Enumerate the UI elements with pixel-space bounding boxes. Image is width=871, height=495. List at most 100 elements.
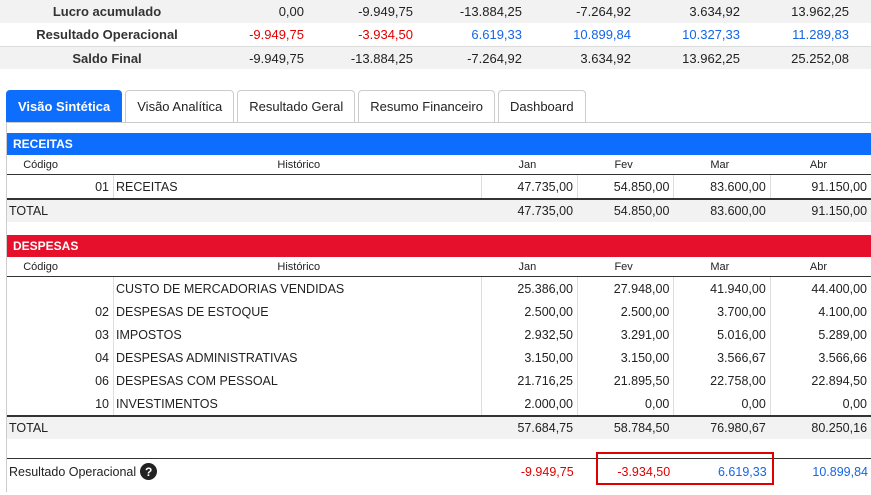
help-icon[interactable]: ?	[140, 463, 158, 480]
row-historico: IMPOSTOS	[112, 323, 481, 346]
col-fev: Fev	[614, 260, 633, 273]
row-value: 3.150,00	[577, 346, 673, 369]
summary-label: Saldo Final	[72, 50, 142, 66]
summary-value: 3.634,92	[689, 4, 740, 19]
row-historico: DESPESAS DE ESTOQUE	[112, 300, 481, 323]
row-codigo: 02	[95, 304, 109, 319]
highlight-box	[596, 452, 774, 485]
total-value: 83.600,00	[710, 204, 766, 218]
col-historico: Histórico	[277, 158, 321, 171]
summary-value: -9.949,75	[249, 50, 304, 66]
tab-resultado-geral[interactable]: Resultado Geral	[237, 90, 356, 122]
tab-resumo-financeiro[interactable]: Resumo Financeiro	[358, 90, 495, 122]
despesas-total-row: TOTAL 57.684,75 58.784,50 76.980,67 80.2…	[7, 415, 871, 439]
col-historico: Histórico	[277, 260, 321, 273]
row-value: 3.566,67	[673, 346, 769, 369]
total-label: TOTAL	[9, 421, 49, 435]
resultado-value: 6.619,33	[717, 464, 767, 479]
row-value: 2.500,00	[480, 300, 577, 323]
resultado-label-wrap: Resultado Operacional ?	[7, 463, 481, 480]
receitas-column-header: Código Histórico Jan Fev Mar Abr	[7, 155, 871, 175]
col-abr: Abr	[809, 260, 828, 273]
summary-row-resultado: Resultado Operacional -9.949,75 -3.934,5…	[0, 23, 871, 46]
resultado-label: Resultado Operacional	[9, 464, 137, 479]
summary-value: 0,00	[278, 4, 304, 19]
row-codigo: 04	[95, 350, 109, 365]
total-value: 58.784,50	[613, 421, 670, 435]
summary-value: -13.884,25	[350, 50, 413, 66]
row-value: 0,00	[577, 392, 673, 415]
table-row[interactable]: 02 DESPESAS DE ESTOQUE 2.500,00 2.500,00…	[7, 300, 871, 323]
row-historico: RECEITAS	[112, 175, 481, 198]
tab-visao-sintetica[interactable]: Visão Sintética	[6, 90, 123, 122]
tab-divider	[6, 122, 871, 123]
summary-value: -3.934,50	[358, 27, 413, 42]
table-row[interactable]: 06 DESPESAS COM PESSOAL 21.716,25 21.895…	[7, 369, 871, 392]
col-jan: Jan	[518, 158, 537, 171]
summary-value: 25.252,08	[791, 50, 849, 66]
row-value: 5.289,00	[769, 323, 871, 346]
summary-value: 10.899,84	[573, 27, 631, 42]
resultado-value: 10.899,84	[812, 464, 868, 479]
resultado-value: -3.934,50	[617, 464, 671, 479]
receitas-total-row: TOTAL 47.735,00 54.850,00 83.600,00 91.1…	[7, 198, 871, 222]
row-value: 22.758,00	[673, 369, 769, 392]
tab-visao-analitica[interactable]: Visão Analítica	[125, 90, 235, 122]
total-value: 91.150,00	[811, 204, 868, 218]
col-codigo: Código	[23, 260, 59, 273]
col-mar: Mar	[710, 158, 730, 171]
table-row[interactable]: CUSTO DE MERCADORIAS VENDIDAS 25.386,00 …	[7, 277, 871, 300]
summary-row-lucro: Lucro acumulado 0,00 -9.949,75 -13.884,2…	[0, 0, 871, 23]
row-value: 2.000,00	[480, 392, 577, 415]
row-value: 3.291,00	[577, 323, 673, 346]
total-spacer	[113, 417, 481, 439]
row-value: 3.566,66	[769, 346, 871, 369]
row-value: 2.500,00	[577, 300, 673, 323]
row-value: 27.948,00	[577, 277, 673, 300]
row-value: 83.600,00	[673, 175, 769, 198]
summary-table: Lucro acumulado 0,00 -9.949,75 -13.884,2…	[0, 0, 871, 69]
resultado-value: -9.949,75	[520, 464, 574, 479]
summary-value: -9.949,75	[358, 4, 413, 19]
row-value: 5.016,00	[673, 323, 769, 346]
summary-value: -13.884,25	[459, 4, 522, 19]
tab-dashboard[interactable]: Dashboard	[497, 90, 586, 122]
row-value: 44.400,00	[769, 277, 871, 300]
summary-label: Resultado Operacional	[36, 27, 178, 42]
row-value: 21.895,50	[577, 369, 673, 392]
table-row[interactable]: 01 RECEITAS 47.735,00 54.850,00 83.600,0…	[7, 175, 871, 198]
despesas-column-header: Código Histórico Jan Fev Mar Abr	[7, 257, 871, 277]
row-value: 21.716,25	[480, 369, 577, 392]
table-row[interactable]: 03 IMPOSTOS 2.932,50 3.291,00 5.016,00 5…	[7, 323, 871, 346]
summary-label: Lucro acumulado	[52, 4, 162, 19]
tab-panel: RECEITAS Código Histórico Jan Fev Mar Ab…	[6, 122, 871, 492]
summary-value: -9.949,75	[249, 27, 304, 42]
row-codigo: 01	[95, 179, 109, 194]
col-mar: Mar	[710, 260, 730, 273]
total-value: 54.850,00	[613, 204, 670, 218]
row-value: 25.386,00	[480, 277, 577, 300]
col-jan: Jan	[518, 260, 537, 273]
summary-value: 11.289,83	[792, 27, 849, 42]
row-value: 4.100,00	[769, 300, 871, 323]
total-label: TOTAL	[9, 204, 49, 218]
tab-bar: Visão Sintética Visão Analítica Resultad…	[6, 90, 586, 122]
summary-value: 3.634,92	[580, 50, 631, 66]
row-codigo: 03	[95, 327, 109, 342]
total-value: 57.684,75	[517, 421, 574, 435]
summary-value: 10.327,33	[682, 27, 740, 42]
row-value: 0,00	[673, 392, 769, 415]
summary-value: -7.264,92	[467, 50, 522, 66]
total-value: 47.735,00	[517, 204, 574, 218]
resultado-operacional-row: Resultado Operacional ? -9.949,75 -3.934…	[7, 458, 871, 484]
col-abr: Abr	[809, 158, 828, 171]
table-row[interactable]: 04 DESPESAS ADMINISTRATIVAS 3.150,00 3.1…	[7, 346, 871, 369]
row-value: 54.850,00	[577, 175, 673, 198]
total-value: 76.980,67	[710, 421, 766, 435]
table-row[interactable]: 10 INVESTIMENTOS 2.000,00 0,00 0,00 0,00	[7, 392, 871, 415]
receitas-header: RECEITAS	[7, 133, 871, 155]
row-value: 2.932,50	[480, 323, 577, 346]
row-historico: CUSTO DE MERCADORIAS VENDIDAS	[112, 277, 481, 300]
summary-value: 13.962,25	[791, 4, 849, 19]
row-value: 3.150,00	[480, 346, 577, 369]
